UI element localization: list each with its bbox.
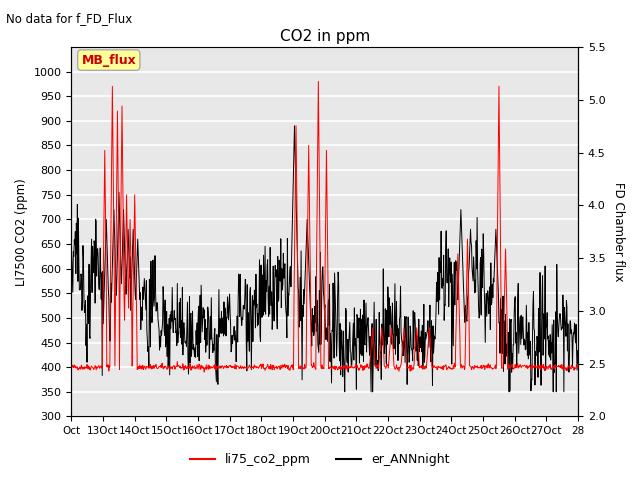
Y-axis label: FD Chamber flux: FD Chamber flux [612,182,625,281]
Title: CO2 in ppm: CO2 in ppm [280,29,370,44]
Text: No data for f_FD_Flux: No data for f_FD_Flux [6,12,132,25]
Text: MB_flux: MB_flux [81,54,136,67]
Legend: li75_co2_ppm, er_ANNnight: li75_co2_ppm, er_ANNnight [186,448,454,471]
Y-axis label: LI7500 CO2 (ppm): LI7500 CO2 (ppm) [15,178,28,286]
